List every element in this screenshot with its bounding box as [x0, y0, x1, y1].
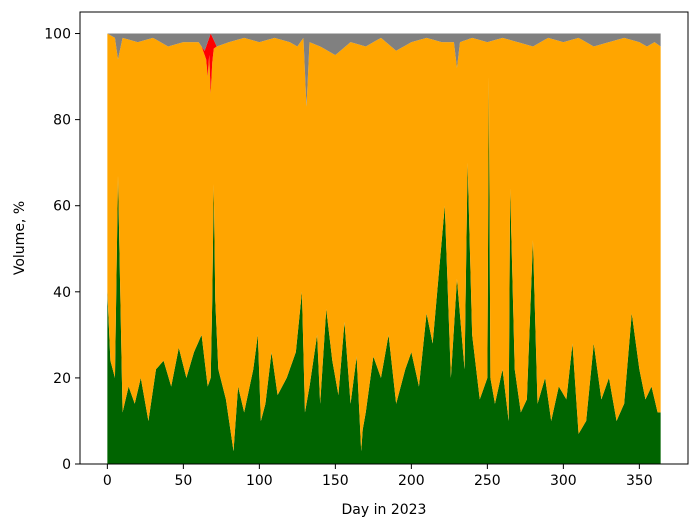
y-tick-label: 80: [53, 113, 71, 129]
x-tick-label: 200: [398, 473, 425, 489]
x-tick-label: 0: [103, 473, 112, 489]
area-series-4: [107, 33, 661, 107]
x-tick-label: 150: [322, 473, 349, 489]
y-axis-label: Volume, %: [12, 201, 28, 275]
y-axis-ticks: 0 20 40 60 80 100: [44, 27, 80, 473]
y-tick-label: 0: [62, 457, 71, 473]
area-series-2: [107, 33, 661, 452]
x-tick-label: 250: [474, 473, 501, 489]
x-tick-label: 300: [550, 473, 577, 489]
y-tick-label: 20: [53, 371, 71, 387]
x-tick-label: 350: [626, 473, 653, 489]
y-tick-label: 40: [53, 285, 71, 301]
series-areas: [107, 33, 661, 464]
x-axis-label: Day in 2023: [342, 502, 427, 518]
x-tick-label: 50: [174, 473, 192, 489]
y-tick-label: 60: [53, 199, 71, 215]
x-axis-ticks: 0 50 100 150 200 250 300 350: [103, 464, 653, 489]
y-tick-label: 100: [44, 27, 71, 43]
area-series-1: [107, 76, 661, 464]
x-tick-label: 100: [246, 473, 273, 489]
plot-frame: [79, 11, 689, 465]
